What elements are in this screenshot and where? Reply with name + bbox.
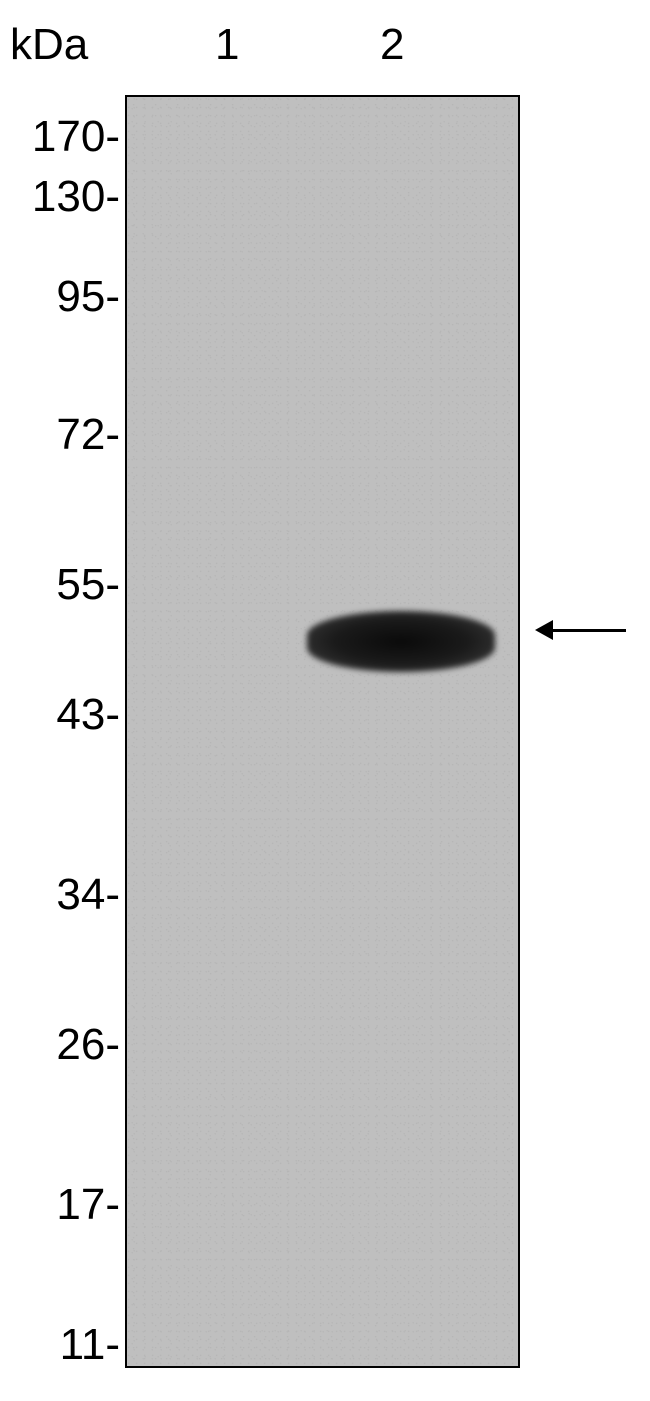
marker-26: 26- <box>56 1020 120 1070</box>
lane-label-1: 1 <box>215 20 239 70</box>
protein-band-lane2 <box>307 611 495 672</box>
band-indicator-arrow <box>535 620 630 640</box>
western-blot-container: kDa 1 2 170- 130- 95- 72- 55- 43- 34- 26… <box>0 0 650 1401</box>
marker-72: 72- <box>56 410 120 460</box>
marker-34: 34- <box>56 870 120 920</box>
arrow-shaft <box>551 629 626 632</box>
marker-170: 170- <box>32 112 120 162</box>
marker-17: 17- <box>56 1180 120 1230</box>
marker-55: 55- <box>56 560 120 610</box>
unit-label: kDa <box>10 20 88 70</box>
membrane-texture <box>127 97 518 1366</box>
marker-130: 130- <box>32 172 120 222</box>
marker-95: 95- <box>56 272 120 322</box>
marker-43: 43- <box>56 690 120 740</box>
lane-label-2: 2 <box>380 20 404 70</box>
marker-11: 11- <box>60 1320 120 1370</box>
blot-membrane <box>125 95 520 1368</box>
